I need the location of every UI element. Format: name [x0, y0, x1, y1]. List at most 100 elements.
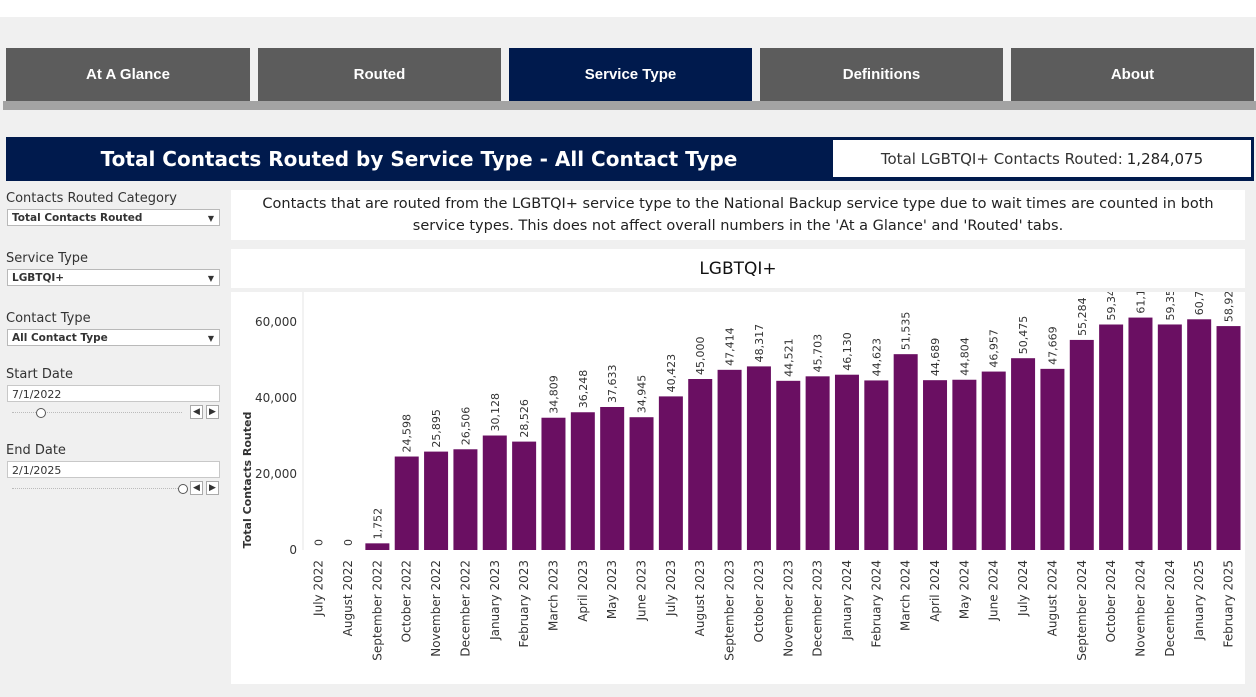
- y-tick-label: 60,000: [255, 315, 297, 329]
- category-label: Contacts Routed Category: [6, 191, 177, 206]
- start-date-input[interactable]: 7/1/2022: [7, 385, 220, 402]
- bar: [1128, 317, 1153, 550]
- x-tick-label: October 2023: [752, 560, 766, 642]
- chart-title: LGBTQI+: [231, 249, 1245, 288]
- bar: [923, 380, 948, 550]
- data-label: 48,317: [753, 324, 766, 363]
- start-date-next-button[interactable]: ▶: [206, 405, 219, 419]
- x-tick-label: March 2024: [899, 560, 913, 631]
- data-label: 1,752: [371, 508, 384, 540]
- end-date-slider-handle[interactable]: [178, 484, 188, 494]
- data-label: 46,130: [841, 332, 854, 371]
- bar: [834, 374, 859, 550]
- x-tick-label: August 2022: [341, 560, 355, 636]
- bar: [424, 451, 449, 550]
- data-label: 47,669: [1046, 326, 1059, 365]
- bar: [864, 380, 889, 550]
- x-tick-label: June 2024: [987, 560, 1001, 622]
- data-label: 44,521: [782, 338, 795, 377]
- tab-routed[interactable]: Routed: [258, 48, 501, 101]
- x-tick-label: July 2023: [664, 560, 678, 617]
- bar: [394, 456, 419, 550]
- tab-definitions[interactable]: Definitions: [760, 48, 1003, 101]
- x-tick-label: December 2023: [811, 560, 825, 657]
- service-type-value: LGBTQI+: [12, 272, 65, 284]
- note-text: Contacts that are routed from the LGBTQI…: [231, 190, 1245, 240]
- service-type-label: Service Type: [6, 251, 89, 266]
- service-type-dropdown[interactable]: LGBTQI+ ▼: [7, 269, 220, 286]
- bar: [952, 379, 977, 550]
- bar: [600, 406, 625, 550]
- data-label: 30,128: [489, 393, 502, 432]
- bar: [893, 354, 918, 550]
- data-label: 24,598: [401, 414, 414, 453]
- contact-type-label: Contact Type: [6, 311, 91, 326]
- x-tick-label: April 2024: [928, 560, 942, 622]
- start-date-slider[interactable]: [12, 408, 182, 419]
- total-value: 1,284,075: [1126, 149, 1204, 168]
- data-label: 51,535: [900, 312, 913, 351]
- end-date-slider[interactable]: [12, 484, 188, 495]
- x-tick-label: April 2023: [576, 560, 590, 622]
- contact-type-dropdown[interactable]: All Contact Type ▼: [7, 329, 220, 346]
- y-tick-label: 20,000: [255, 467, 297, 481]
- data-label: 40,423: [665, 354, 678, 393]
- end-date-prev-button[interactable]: ◀: [190, 481, 203, 495]
- start-date-slider-handle[interactable]: [36, 408, 46, 418]
- bar: [1157, 324, 1182, 550]
- bar-chart: 0 20,000 40,000 60,000 Total Contacts Routed…: [241, 275, 1241, 661]
- start-date-label: Start Date: [6, 367, 73, 382]
- x-tick-label: January 2023: [488, 560, 502, 641]
- category-value: Total Contacts Routed: [12, 212, 143, 224]
- end-date-next-button[interactable]: ▶: [206, 481, 219, 495]
- x-tick-label: November 2022: [429, 560, 443, 657]
- data-label: 28,526: [518, 399, 531, 438]
- data-label: 36,248: [577, 370, 590, 409]
- x-tick-label: January 2025: [1192, 560, 1206, 641]
- y-tick-label: 40,000: [255, 391, 297, 405]
- x-tick-label: September 2022: [370, 560, 384, 661]
- x-tick-label: July 2022: [312, 560, 326, 617]
- x-tick-label: May 2023: [605, 560, 619, 619]
- category-dropdown[interactable]: Total Contacts Routed ▼: [7, 209, 220, 226]
- bar: [482, 435, 507, 550]
- bar: [570, 412, 595, 550]
- x-tick-label: October 2024: [1104, 560, 1118, 642]
- bar: [1099, 324, 1124, 550]
- data-label: 46,957: [988, 329, 1001, 368]
- bar: [688, 379, 713, 550]
- data-label: 25,895: [430, 409, 443, 448]
- x-tick-label: January 2024: [840, 560, 854, 641]
- contact-type-value: All Contact Type: [12, 332, 108, 344]
- bar: [746, 366, 771, 550]
- dropdown-arrow-icon: ▼: [207, 274, 214, 283]
- end-date-input[interactable]: 2/1/2025: [7, 461, 220, 478]
- x-tick-label: August 2023: [693, 560, 707, 636]
- data-label: 59,341: [1105, 292, 1118, 321]
- bar: [805, 376, 830, 550]
- bar: [629, 417, 654, 550]
- tab-service-type[interactable]: Service Type: [509, 48, 752, 101]
- bar: [658, 396, 683, 550]
- bar: [512, 441, 537, 550]
- bar: [1216, 326, 1241, 550]
- data-label: 34,945: [636, 375, 649, 414]
- x-tick-label: July 2024: [1016, 560, 1030, 617]
- x-tick-label: October 2022: [400, 560, 414, 642]
- dropdown-arrow-icon: ▼: [207, 214, 214, 223]
- start-date-prev-button[interactable]: ◀: [190, 405, 203, 419]
- x-tick-label: May 2024: [957, 560, 971, 619]
- data-label: 44,804: [958, 337, 971, 376]
- bar: [981, 371, 1006, 550]
- nav-tabs: At A Glance Routed Service Type Definiti…: [0, 48, 1256, 101]
- total-label: Total LGBTQI+ Contacts Routed:: [880, 149, 1123, 168]
- x-tick-label: December 2024: [1163, 560, 1177, 657]
- total-contacts-box: Total LGBTQI+ Contacts Routed: 1,284,075: [833, 140, 1251, 177]
- bar: [453, 449, 478, 550]
- tab-at-a-glance[interactable]: At A Glance: [6, 48, 250, 101]
- data-label: 0: [342, 539, 355, 546]
- top-strip: [0, 0, 1256, 17]
- data-label: 59,350: [1164, 292, 1177, 320]
- tab-about[interactable]: About: [1011, 48, 1254, 101]
- bar: [1187, 319, 1212, 550]
